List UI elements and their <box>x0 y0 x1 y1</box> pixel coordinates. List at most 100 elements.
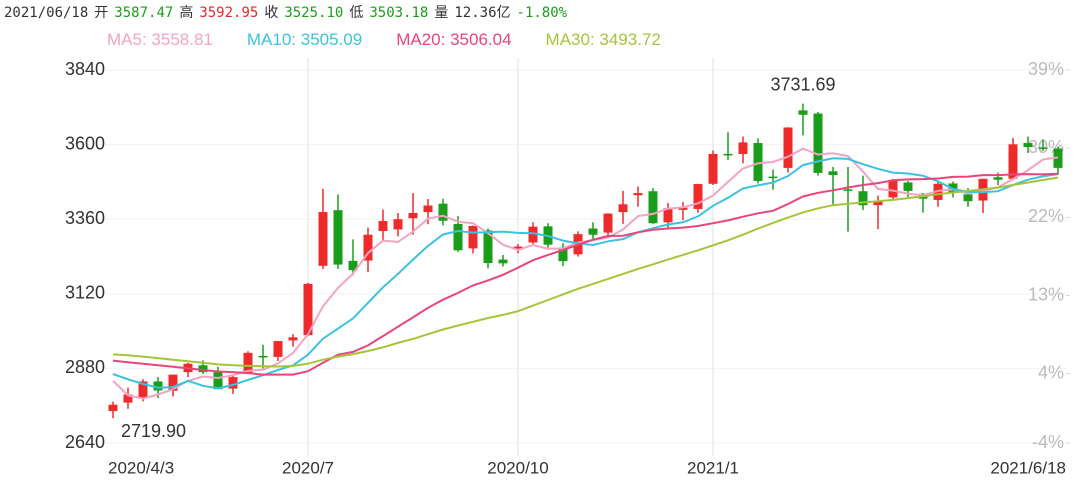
quote-change: -1.80% <box>516 5 568 21</box>
candle-body <box>888 180 898 198</box>
ma-line <box>112 172 1059 376</box>
candle-body <box>123 394 133 403</box>
quote-header: 2021/06/18 开 3587.47 高 3592.95 收 3525.10 低 3503.… <box>4 2 573 22</box>
candle-body <box>558 249 568 262</box>
candle-body <box>138 381 148 399</box>
candle-body <box>213 372 223 390</box>
legend-name: MA20 <box>396 30 441 49</box>
candle-body <box>228 377 238 389</box>
candle-body <box>738 142 748 154</box>
date: 2021/06/18 <box>4 5 89 21</box>
candle-body <box>423 205 433 213</box>
quote-label: 收 <box>264 5 279 21</box>
candle-body <box>903 182 913 191</box>
candle-body <box>363 234 373 261</box>
candle-body <box>708 153 718 184</box>
x-tick-label: 2020/10 <box>487 458 548 477</box>
y-tick-label: 3360 <box>65 208 105 228</box>
candle-body <box>318 212 328 266</box>
candle-body <box>828 171 838 176</box>
candle-body <box>303 283 313 336</box>
ma-line <box>112 147 1059 400</box>
legend-item: MA5: 3558.81 <box>107 30 213 50</box>
candle-body <box>453 223 463 251</box>
candle-body <box>723 153 733 156</box>
candle-body <box>333 210 343 265</box>
candle-body <box>618 204 628 213</box>
candle-body <box>198 365 208 373</box>
quote-value: 3587.47 <box>114 5 174 21</box>
candle-body <box>843 189 853 191</box>
candle-body <box>1023 143 1033 148</box>
legend-value: 3506.04 <box>450 30 512 49</box>
legend-separator: : <box>440 30 451 49</box>
legend-value: 3493.72 <box>599 30 661 49</box>
quote-label: 低 <box>349 5 364 21</box>
candle-body <box>528 226 538 243</box>
candle-body <box>963 194 973 202</box>
candle-body <box>813 113 823 173</box>
y2-tick-label: 22% <box>1028 206 1064 226</box>
quote-label: 开 <box>94 5 109 21</box>
legend-item: MA30: 3493.72 <box>546 30 661 50</box>
quote-value: 3592.95 <box>199 5 259 21</box>
ma-line <box>112 176 1059 368</box>
candle-body <box>393 219 403 230</box>
candle-body <box>273 341 283 357</box>
candle-body <box>873 201 883 206</box>
y2-tick-label: -4% <box>1032 432 1064 452</box>
candle-body <box>258 355 268 358</box>
candle-body <box>378 221 388 232</box>
quote-value: 3503.18 <box>369 5 429 21</box>
candle-body <box>408 212 418 219</box>
candle-body <box>498 259 508 264</box>
ma-line <box>112 157 1059 390</box>
min-label: 2719.90 <box>121 421 186 441</box>
y-tick-label: 3120 <box>65 283 105 303</box>
candle-body <box>1038 147 1048 149</box>
candle-body <box>588 228 598 235</box>
candle-body <box>948 183 958 193</box>
candle-body <box>768 176 778 179</box>
candle-body <box>783 127 793 168</box>
quote-label: 高 <box>179 5 194 21</box>
candle-body <box>798 110 808 115</box>
legend-value: 3558.81 <box>151 30 213 49</box>
candle-body <box>633 193 643 196</box>
y-tick-label: 2640 <box>65 432 105 452</box>
candle-body <box>288 337 298 341</box>
x-tick-label: 2021/1 <box>687 458 739 477</box>
legend-item: MA20: 3506.04 <box>396 30 511 50</box>
candle-body <box>168 374 178 391</box>
max-label: 3731.69 <box>770 74 835 94</box>
y2-tick-label: 4% <box>1038 362 1064 382</box>
y2-tick-label: 39% <box>1028 59 1064 79</box>
candle-body <box>993 177 1003 180</box>
legend-separator: : <box>589 30 600 49</box>
candle-body <box>663 208 673 223</box>
candle-body <box>483 230 493 264</box>
legend-separator: : <box>291 30 301 49</box>
x-tick-label: 2020/7 <box>282 458 334 477</box>
quote-value: 3525.10 <box>284 5 344 21</box>
candle-body <box>438 203 448 221</box>
legend-name: MA10 <box>246 30 292 49</box>
legend-name: MA5 <box>107 30 142 49</box>
x-tick-label: 2021/6/18 <box>990 458 1066 477</box>
legend-separator: : <box>141 30 152 49</box>
candle-body <box>108 404 118 411</box>
legend-name: MA30 <box>545 30 590 49</box>
y-tick-label: 3840 <box>65 59 105 79</box>
candle-body <box>348 260 358 271</box>
candle-body <box>1008 144 1018 179</box>
x-tick-label: 2020/4/3 <box>108 458 174 477</box>
legend: MA5: 3558.81 MA10: 3505.09 MA20: 3506.04 MA… <box>107 30 695 50</box>
candle-body <box>153 381 163 391</box>
y-tick-label: 3600 <box>65 133 105 153</box>
candle-body <box>678 207 688 210</box>
candle-body <box>693 184 703 209</box>
legend-value: 3505.09 <box>300 30 363 49</box>
quote-label: 量 <box>434 5 449 21</box>
